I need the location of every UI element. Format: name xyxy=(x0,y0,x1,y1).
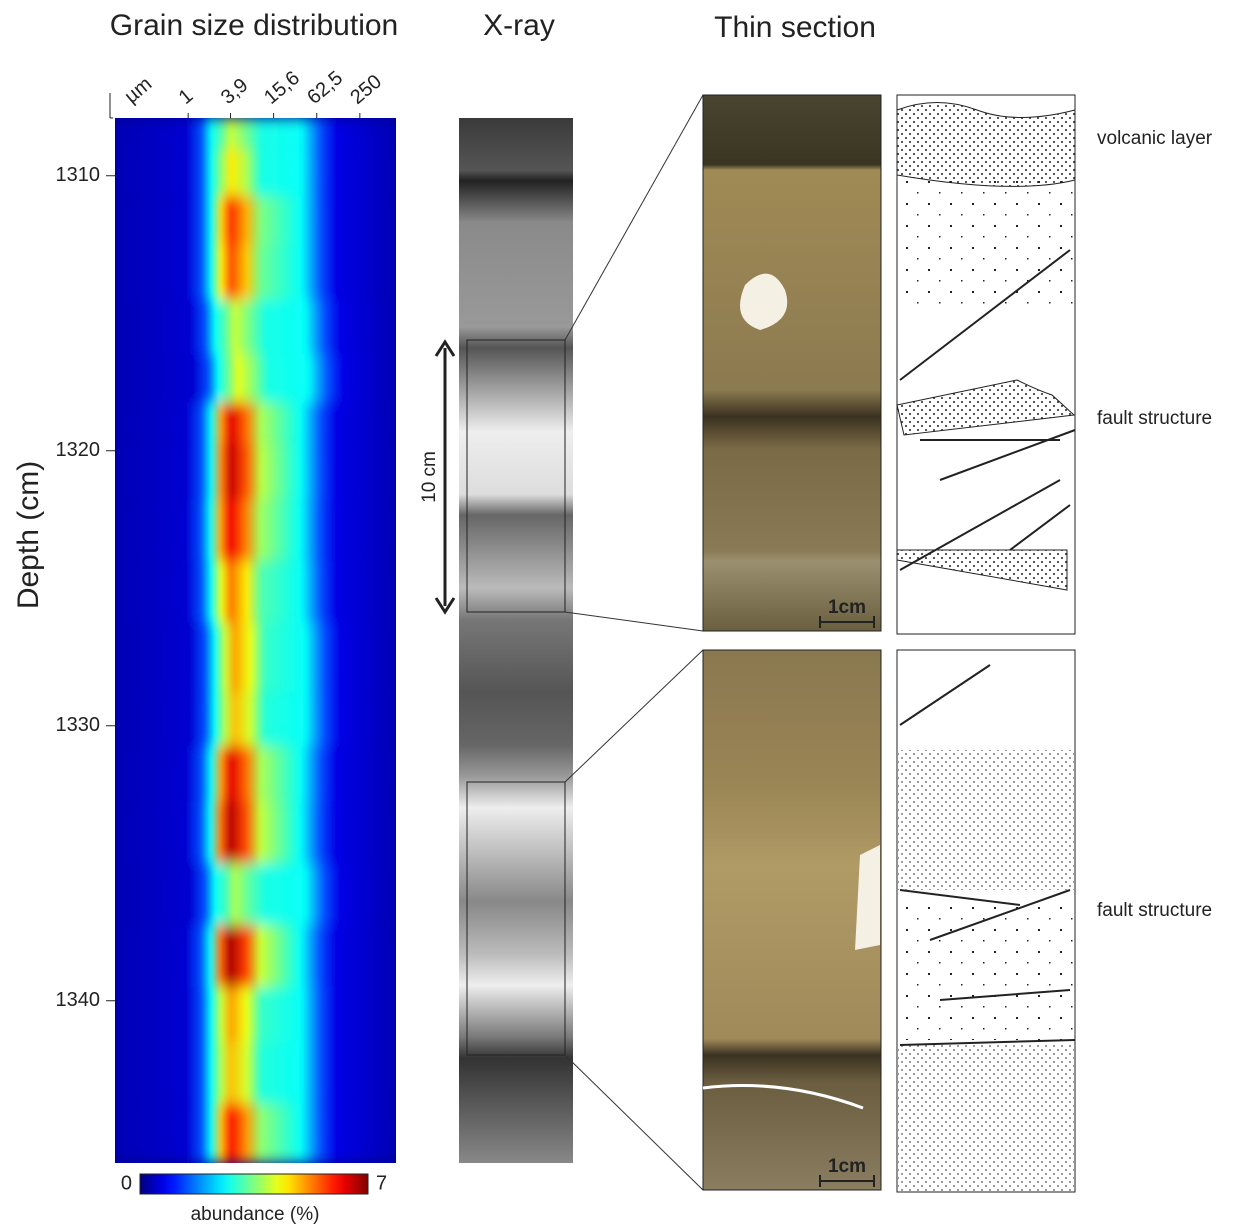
zoom-box xyxy=(466,781,566,1056)
heatmap-row xyxy=(115,560,396,623)
zoom-box xyxy=(466,339,566,613)
scale-label: 1cm xyxy=(828,597,866,618)
heatmap-row xyxy=(115,148,396,197)
panel-title: X-ray xyxy=(483,9,555,42)
heatmap-row xyxy=(115,443,396,499)
heatmap-row xyxy=(115,196,396,245)
x-tick-label: 3,9 xyxy=(217,74,252,109)
arrow-heads xyxy=(434,339,456,615)
y-tick-label: 1330 xyxy=(56,714,101,736)
xray-image xyxy=(459,118,573,1163)
connector xyxy=(564,94,704,341)
connector xyxy=(564,649,704,783)
heatmap-row xyxy=(115,925,396,987)
heatmap-row xyxy=(115,746,396,802)
heatmap-row xyxy=(115,244,396,300)
drawing-layer xyxy=(896,379,1076,591)
drawing-layer xyxy=(896,102,1076,187)
heatmap-row xyxy=(115,801,396,864)
x-tick-label: 1 xyxy=(175,85,198,109)
heatmap-row xyxy=(115,1042,396,1104)
drawing-layer xyxy=(898,750,1074,890)
image-detail xyxy=(855,845,880,950)
x-unit: µm xyxy=(120,73,156,108)
heatmap-row xyxy=(115,622,396,692)
scale-bar xyxy=(819,616,875,1187)
colorbar-label: abundance (%) xyxy=(191,1204,320,1225)
thin-section-image xyxy=(702,94,882,632)
x-tick-label: 62,5 xyxy=(303,67,347,109)
heatmap-row xyxy=(115,691,396,747)
x-tick-label: 250 xyxy=(346,71,386,109)
annotation: fault structure xyxy=(1097,900,1212,921)
annotation: volcanic layer xyxy=(1097,128,1213,149)
y-tick-label: 1310 xyxy=(56,164,101,186)
heatmap-rows xyxy=(115,118,396,1163)
heatmap-row xyxy=(115,402,396,444)
drawing-layer xyxy=(898,1045,1074,1191)
y-axis-title: Depth (cm) xyxy=(12,461,45,609)
panel-title: Grain size distribution xyxy=(110,9,398,42)
heatmap-row xyxy=(115,987,396,1042)
heatmap xyxy=(115,118,396,1163)
fault-line xyxy=(899,249,1076,571)
drawing-layer xyxy=(898,900,1074,1040)
image-detail xyxy=(702,1084,864,1110)
heatmap-row xyxy=(115,498,396,561)
x-tick-label: 15,6 xyxy=(260,67,304,109)
colorbar-tick-label: 7 xyxy=(376,1172,387,1194)
fault-line xyxy=(899,664,1076,1046)
y-tick-label: 1320 xyxy=(56,439,101,461)
heatmap-row xyxy=(115,299,396,355)
thin-section-image xyxy=(702,649,882,1191)
connector xyxy=(564,611,704,632)
scale-label: 1cm xyxy=(828,1156,866,1177)
heatmap-row xyxy=(115,354,396,403)
y-tick-label: 1340 xyxy=(56,989,101,1011)
panel-title: Thin section xyxy=(714,11,876,44)
connector xyxy=(564,1054,704,1191)
image-detail xyxy=(740,273,788,330)
annotation: fault structure xyxy=(1097,408,1212,429)
heatmap-row xyxy=(115,118,396,149)
heatmap-row xyxy=(115,1103,396,1163)
heatmap-row xyxy=(115,863,396,926)
scale-label: 10 cm xyxy=(419,451,440,503)
colorbar xyxy=(139,1173,369,1195)
drawing-layer xyxy=(898,180,1074,310)
colorbar-tick-label: 0 xyxy=(121,1172,132,1194)
